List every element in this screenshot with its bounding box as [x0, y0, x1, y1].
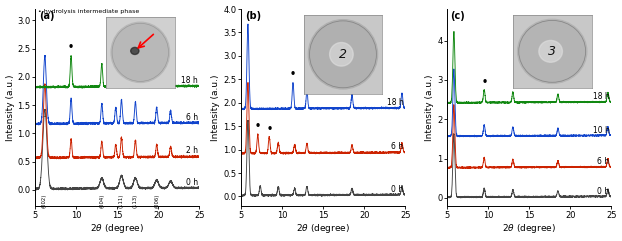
Text: 0 h: 0 h	[597, 187, 610, 196]
Text: (b): (b)	[244, 11, 261, 21]
Text: 18 h: 18 h	[181, 76, 198, 85]
Text: (a): (a)	[39, 11, 54, 21]
X-axis label: 2$\theta$ (degree): 2$\theta$ (degree)	[296, 222, 350, 235]
X-axis label: 2$\theta$ (degree): 2$\theta$ (degree)	[90, 222, 144, 235]
Text: 6 h: 6 h	[391, 142, 404, 151]
Text: (c): (c)	[450, 11, 465, 21]
Text: 10 h: 10 h	[593, 126, 610, 134]
Text: 2 h: 2 h	[185, 147, 198, 155]
Text: (006): (006)	[154, 193, 159, 208]
Text: 6 h: 6 h	[185, 113, 198, 121]
Text: (111): (111)	[119, 193, 124, 208]
Text: • hydrolysis intermediate phase: • hydrolysis intermediate phase	[39, 9, 139, 14]
X-axis label: 2$\theta$ (degree): 2$\theta$ (degree)	[502, 222, 556, 235]
Text: •: •	[266, 123, 272, 134]
Text: 18 h: 18 h	[387, 98, 404, 107]
Text: 18 h: 18 h	[593, 92, 610, 101]
Text: •: •	[68, 42, 74, 52]
Text: 0 h: 0 h	[391, 185, 404, 194]
Y-axis label: Intensity (a.u.): Intensity (a.u.)	[425, 74, 434, 141]
Text: 0 h: 0 h	[185, 178, 198, 187]
Y-axis label: Intensity (a.u.): Intensity (a.u.)	[6, 74, 14, 141]
Text: •: •	[255, 121, 261, 131]
Text: 6 h: 6 h	[597, 157, 610, 166]
Text: (113): (113)	[133, 193, 138, 208]
Text: •: •	[290, 69, 296, 80]
Y-axis label: Intensity (a.u.): Intensity (a.u.)	[211, 74, 221, 141]
Text: •: •	[481, 77, 487, 87]
Text: (004): (004)	[100, 193, 104, 208]
Text: (002): (002)	[42, 193, 47, 208]
